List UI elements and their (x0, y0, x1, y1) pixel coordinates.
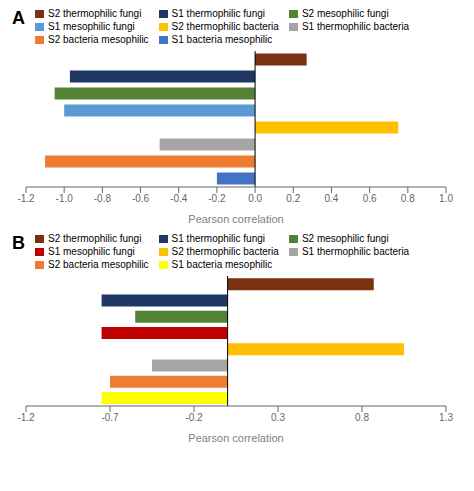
html-text:A: A (12, 8, 25, 28)
svg-text:0.4: 0.4 (325, 193, 339, 204)
svg-text:-1.2: -1.2 (17, 193, 35, 204)
svg-text:1.0: 1.0 (439, 193, 453, 204)
svg-text:-0.6: -0.6 (132, 193, 150, 204)
html-text:S2 thermophilic bacteria: S2 thermophilic bacteria (171, 246, 279, 257)
svg-text:0.8: 0.8 (355, 412, 369, 423)
html-text:S2 thermophilic fungi: S2 thermophilic fungi (48, 8, 142, 19)
svg-text:-0.8: -0.8 (94, 193, 112, 204)
html-text:S2 bacteria mesophilic: S2 bacteria mesophilic (48, 34, 149, 45)
html-text:S1 thermophilic bacteria: S1 thermophilic bacteria (301, 246, 410, 257)
html-text:S2 bacteria mesophilic: S2 bacteria mesophilic (48, 259, 149, 270)
html-text:S2 thermophilic fungi: S2 thermophilic fungi (48, 233, 142, 244)
html-text:S1 bacteria mesophilic: S1 bacteria mesophilic (171, 259, 273, 270)
svg-text:1.3: 1.3 (439, 412, 453, 423)
svg-text:-1.0: -1.0 (56, 193, 74, 204)
html-text:S1 mesophilic fungi: S1 mesophilic fungi (48, 246, 135, 257)
svg-text:-0.2: -0.2 (208, 193, 226, 204)
svg-text:Pearson correlation: Pearson correlation (188, 432, 283, 444)
html-text:S1 thermophilic bacteria: S1 thermophilic bacteria (301, 21, 410, 32)
svg-text:-0.2: -0.2 (185, 412, 203, 423)
html-text:S1 thermophilic fungi: S1 thermophilic fungi (171, 8, 265, 19)
svg-text:0.0: 0.0 (248, 193, 262, 204)
html-text:S2 mesophilic fungi: S2 mesophilic fungi (301, 8, 389, 19)
svg-text:0.3: 0.3 (271, 412, 285, 423)
svg-text:-1.2: -1.2 (17, 412, 35, 423)
html-text:S2 mesophilic fungi: S2 mesophilic fungi (301, 233, 389, 244)
svg-text:0.6: 0.6 (363, 193, 377, 204)
svg-text:Pearson correlation: Pearson correlation (188, 213, 283, 225)
html-text:S2 thermophilic bacteria: S2 thermophilic bacteria (171, 21, 279, 32)
svg-text:-0.4: -0.4 (170, 193, 188, 204)
html-text:S1 mesophilic fungi: S1 mesophilic fungi (48, 21, 135, 32)
html-text:S1 bacteria mesophilic: S1 bacteria mesophilic (171, 34, 273, 45)
svg-text:-0.7: -0.7 (101, 412, 119, 423)
svg-text:0.2: 0.2 (286, 193, 300, 204)
svg-text:0.8: 0.8 (401, 193, 415, 204)
html-text:S1 thermophilic fungi: S1 thermophilic fungi (171, 233, 265, 244)
html-text:B: B (12, 233, 25, 253)
